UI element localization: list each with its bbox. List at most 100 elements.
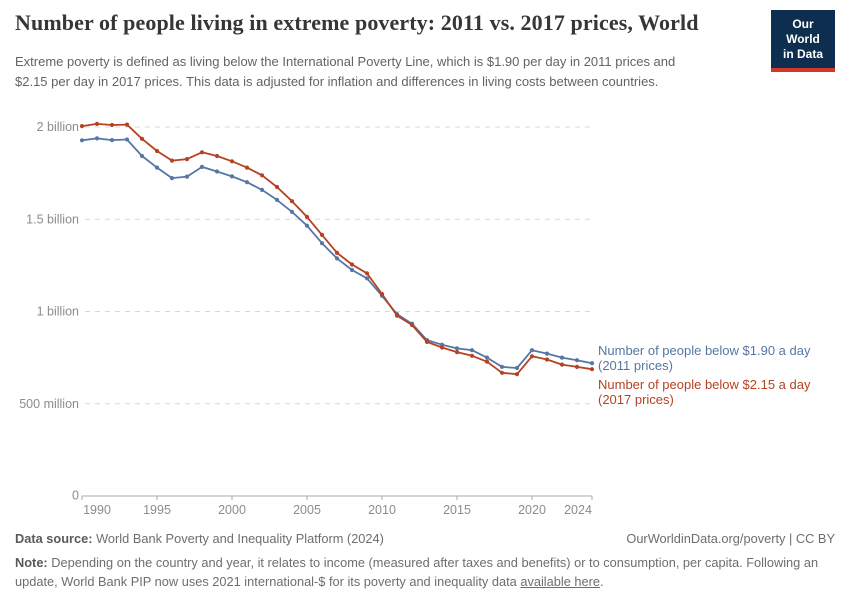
data-point[interactable] — [379, 291, 385, 297]
data-point[interactable] — [484, 355, 490, 360]
data-point[interactable] — [349, 267, 355, 273]
data-point[interactable] — [529, 348, 535, 353]
data-point[interactable] — [424, 339, 430, 344]
attribution: OurWorldinData.org/poverty | CC BY — [626, 531, 835, 546]
data-point[interactable] — [259, 187, 265, 192]
series-legend-label[interactable]: Number of people below $2.15 a day — [598, 377, 811, 392]
owid-logo-stripe — [771, 68, 835, 72]
data-point[interactable] — [304, 214, 310, 219]
data-point[interactable] — [199, 164, 205, 169]
data-point[interactable] — [334, 256, 340, 261]
data-point[interactable] — [289, 209, 295, 214]
y-tick-label: 0 — [72, 489, 79, 503]
data-point[interactable] — [544, 357, 550, 362]
data-point[interactable] — [139, 153, 145, 159]
attribution-license: CC BY — [795, 531, 835, 546]
owid-logo-line2: in Data — [782, 47, 823, 61]
data-point[interactable] — [274, 197, 280, 202]
y-tick-label: 2 billion — [37, 120, 79, 134]
owid-logo[interactable]: Our World in Data — [771, 10, 835, 72]
data-point[interactable] — [454, 350, 460, 355]
x-tick-label: 2010 — [368, 503, 396, 517]
page-title: Number of people living in extreme pover… — [15, 10, 699, 35]
data-point[interactable] — [79, 138, 85, 143]
data-point[interactable] — [79, 124, 85, 129]
datasource-row: Data source: World Bank Poverty and Ineq… — [15, 531, 835, 546]
data-point[interactable] — [184, 157, 190, 162]
attribution-url-link[interactable]: OurWorldinData.org/poverty — [626, 531, 786, 546]
data-point[interactable] — [589, 361, 595, 366]
data-point[interactable] — [229, 159, 235, 164]
data-point[interactable] — [169, 176, 175, 181]
data-point[interactable] — [214, 169, 220, 174]
data-point[interactable] — [259, 173, 265, 178]
data-point[interactable] — [499, 364, 505, 369]
data-point[interactable] — [214, 153, 220, 159]
data-point[interactable] — [289, 199, 295, 204]
data-point[interactable] — [469, 348, 475, 353]
data-point[interactable] — [124, 137, 130, 142]
data-point[interactable] — [484, 359, 490, 364]
series-legend-label[interactable]: Number of people below $1.90 a day — [598, 343, 811, 358]
data-point[interactable] — [334, 250, 340, 255]
data-point[interactable] — [184, 174, 190, 179]
data-point[interactable] — [454, 346, 460, 351]
data-point[interactable] — [364, 276, 370, 281]
attribution-separator: | — [785, 531, 796, 546]
x-tick-label: 2015 — [443, 503, 471, 517]
data-point[interactable] — [499, 370, 505, 375]
series-legend-label[interactable]: (2017 prices) — [598, 392, 674, 407]
data-point[interactable] — [274, 184, 280, 190]
data-point[interactable] — [229, 174, 235, 179]
data-point[interactable] — [559, 362, 565, 367]
data-point[interactable] — [319, 232, 325, 237]
datasource-label: Data source: — [15, 531, 93, 546]
y-tick-label: 500 million — [19, 397, 79, 411]
data-point[interactable] — [169, 158, 175, 163]
data-point[interactable] — [109, 138, 115, 143]
data-point[interactable] — [394, 313, 400, 318]
data-point[interactable] — [439, 345, 445, 350]
series-line-2017-prices[interactable] — [81, 123, 593, 376]
data-point[interactable] — [514, 372, 520, 377]
datasource: Data source: World Bank Poverty and Ineq… — [15, 531, 384, 546]
chart-footer: Data source: World Bank Poverty and Ineq… — [15, 531, 835, 591]
data-point[interactable] — [304, 223, 310, 228]
data-point[interactable] — [244, 180, 250, 185]
data-point[interactable] — [574, 358, 580, 363]
data-point[interactable] — [469, 353, 475, 358]
note-row: Note: Depending on the country and year,… — [15, 554, 835, 591]
note-label: Note: — [15, 555, 48, 570]
data-point[interactable] — [154, 165, 160, 170]
note-available-here-link[interactable]: available here — [520, 573, 601, 589]
data-point[interactable] — [574, 364, 580, 369]
data-point[interactable] — [244, 165, 250, 170]
data-point[interactable] — [139, 136, 145, 141]
data-point[interactable] — [94, 121, 100, 126]
data-point[interactable] — [529, 354, 535, 359]
data-point[interactable] — [94, 136, 100, 141]
data-point[interactable] — [319, 241, 325, 246]
owid-logo-line1: Our World — [786, 17, 820, 46]
y-tick-label: 1.5 billion — [26, 212, 79, 226]
data-point[interactable] — [109, 122, 115, 128]
data-point[interactable] — [124, 122, 130, 127]
x-tick-label: 2005 — [293, 503, 321, 517]
data-point[interactable] — [349, 262, 355, 267]
data-point[interactable] — [559, 355, 565, 360]
data-point[interactable] — [199, 150, 205, 155]
data-point[interactable] — [589, 367, 595, 372]
series-legend-label[interactable]: (2011 prices) — [598, 358, 673, 373]
x-tick-label: 1995 — [143, 503, 171, 517]
owid-logo-text: Our World in Data — [771, 10, 835, 68]
data-point[interactable] — [514, 365, 520, 371]
x-tick-label: 2000 — [218, 503, 246, 517]
data-point[interactable] — [154, 148, 160, 154]
chart-subtitle: Extreme poverty is defined as living bel… — [15, 54, 676, 89]
data-point[interactable] — [409, 322, 415, 328]
data-point[interactable] — [544, 351, 550, 356]
x-tick-label: 2024 — [564, 503, 592, 517]
data-point[interactable] — [364, 271, 370, 276]
